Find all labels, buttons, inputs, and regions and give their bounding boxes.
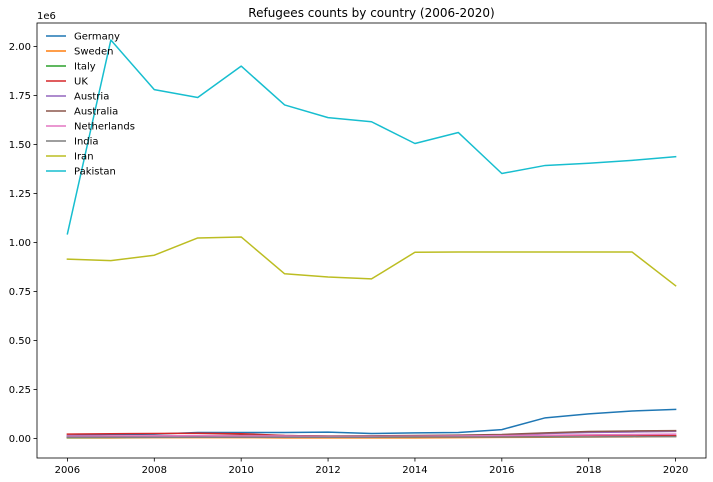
x-tick-label: 2012 bbox=[315, 465, 340, 476]
y-tick-label: 0.25 bbox=[9, 385, 31, 396]
legend-label-germany: Germany bbox=[74, 32, 120, 43]
y-tick-label: 0.00 bbox=[9, 434, 31, 445]
y-tick-label: 1.75 bbox=[9, 91, 31, 102]
legend: Germany Sweden Italy UK Austria Australia Neth… bbox=[46, 32, 135, 178]
y-tick-label: 0.50 bbox=[9, 336, 31, 347]
y-tick-label: 1.00 bbox=[9, 238, 31, 249]
legend-label-pakistan: Pakistan bbox=[74, 167, 116, 178]
series-line-iran bbox=[66, 236, 677, 287]
x-tick-label: 2006 bbox=[55, 465, 80, 476]
x-tick-label: 2014 bbox=[402, 465, 427, 476]
x-tick-label: 2008 bbox=[142, 465, 167, 476]
x-tick-label: 2020 bbox=[663, 465, 688, 476]
y-tick-label: 0.75 bbox=[9, 287, 31, 298]
y-tick-label: 1.50 bbox=[9, 140, 31, 151]
y-tick-label: 2.00 bbox=[9, 42, 31, 53]
legend-label-italy: Italy bbox=[74, 62, 96, 73]
plot-frame bbox=[36, 22, 707, 459]
legend-label-australia: Australia bbox=[74, 107, 118, 118]
legend-label-uk: UK bbox=[74, 77, 88, 88]
x-tick-label: 2016 bbox=[489, 465, 514, 476]
axes-layer: 2006 2008 2010 2012 2014 2016 2018 2020 0.00 0.25… bbox=[9, 22, 707, 476]
x-tick-label: 2010 bbox=[228, 465, 253, 476]
series-layer bbox=[66, 39, 677, 439]
legend-label-iran: Iran bbox=[74, 152, 94, 163]
legend-label-sweden: Sweden bbox=[74, 47, 114, 58]
y-tick-label: 1.25 bbox=[9, 189, 31, 200]
series-line-india bbox=[66, 435, 677, 439]
legend-label-netherlands: Netherlands bbox=[74, 122, 135, 133]
series-line-netherlands bbox=[66, 433, 677, 438]
legend-label-austria: Austria bbox=[74, 92, 109, 103]
series-line-pakistan bbox=[66, 39, 677, 235]
y-offset-label: 1e6 bbox=[37, 11, 56, 22]
x-tick-label: 2018 bbox=[576, 465, 601, 476]
chart-title: Refugees counts by country (2006-2020) bbox=[248, 6, 494, 20]
legend-label-india: India bbox=[74, 137, 99, 148]
